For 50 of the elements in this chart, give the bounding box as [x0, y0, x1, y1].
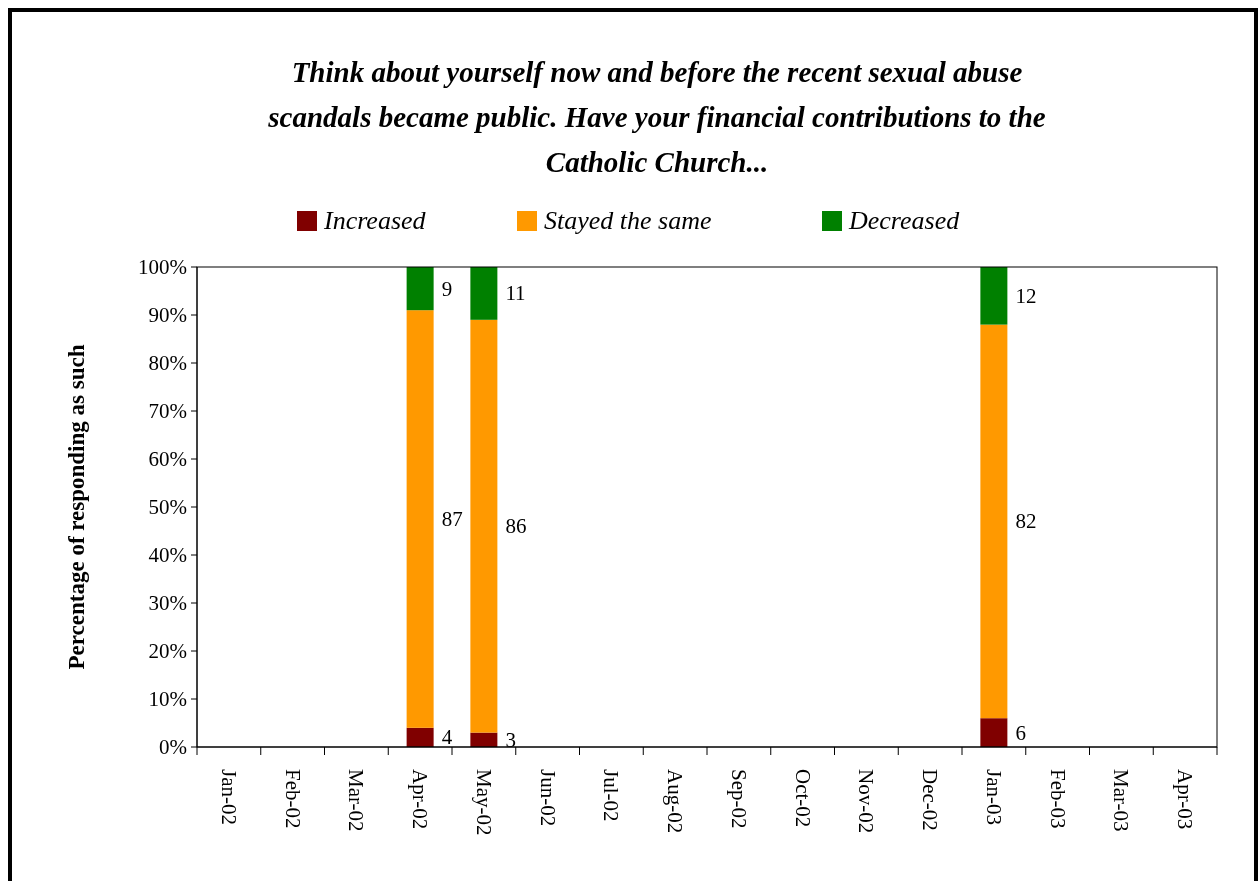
bar	[406, 310, 434, 728]
x-tick-label: Mar-03	[1109, 769, 1134, 832]
bar	[406, 727, 434, 747]
bar	[980, 267, 1008, 325]
x-tick-label: Jan-03	[981, 769, 1006, 825]
chart-title: Think about yourself now and before the recent sexual abuse scandals became public. Have your financial contributions to the Catholic Church...	[267, 56, 1046, 178]
x-tick-label: Oct-02	[790, 769, 815, 828]
data-label: 87	[441, 507, 463, 531]
y-tick-label: 70%	[148, 399, 187, 423]
data-label: 86	[505, 514, 527, 539]
y-tick-label: 80%	[148, 351, 187, 375]
y-tick-label: 100%	[138, 255, 187, 279]
x-tick-label: Nov-02	[854, 769, 879, 834]
x-tick-label: Aug-02	[663, 769, 688, 834]
y-tick-label: 10%	[148, 687, 187, 711]
data-label: 3	[505, 727, 516, 752]
legend-label: Stayed the same	[544, 206, 712, 235]
legend-label: Increased	[323, 206, 427, 235]
y-tick-label: 0%	[159, 735, 187, 759]
x-tick-label: Apr-02	[408, 769, 433, 830]
x-tick-label: Dec-02	[918, 769, 943, 831]
y-tick-label: 40%	[148, 543, 187, 567]
x-tick-label: May-02	[471, 769, 496, 836]
data-label: 4	[441, 725, 453, 750]
y-axis-title: Percentage of responding as such	[64, 344, 89, 670]
legend-label: Decreased	[848, 206, 961, 235]
x-tick-label: Apr-03	[1173, 769, 1198, 830]
bar	[980, 718, 1008, 747]
x-tick-label: Feb-03	[1045, 769, 1070, 829]
y-tick-label: 50%	[148, 495, 187, 519]
x-tick-label: Jan-02	[216, 769, 241, 825]
data-label: 6	[1015, 720, 1026, 745]
x-tick-label: Mar-02	[344, 769, 369, 832]
bar	[980, 324, 1008, 719]
bar	[470, 319, 498, 733]
data-label: 9	[441, 276, 453, 301]
y-tick-label: 30%	[148, 591, 187, 615]
bar	[470, 732, 498, 747]
x-tick-label: Feb-02	[280, 769, 305, 829]
data-label: 11	[505, 281, 526, 306]
y-tick-label: 60%	[148, 447, 187, 471]
y-tick-label: 20%	[148, 639, 187, 663]
data-label: 12	[1015, 283, 1037, 308]
bar	[406, 267, 434, 311]
data-label: 82	[1015, 509, 1037, 534]
bar	[470, 267, 498, 320]
x-tick-label: Jun-02	[535, 769, 560, 827]
x-tick-label: Sep-02	[726, 769, 751, 829]
x-tick-label: Jul-02	[599, 769, 624, 822]
y-tick-label: 90%	[148, 303, 187, 327]
